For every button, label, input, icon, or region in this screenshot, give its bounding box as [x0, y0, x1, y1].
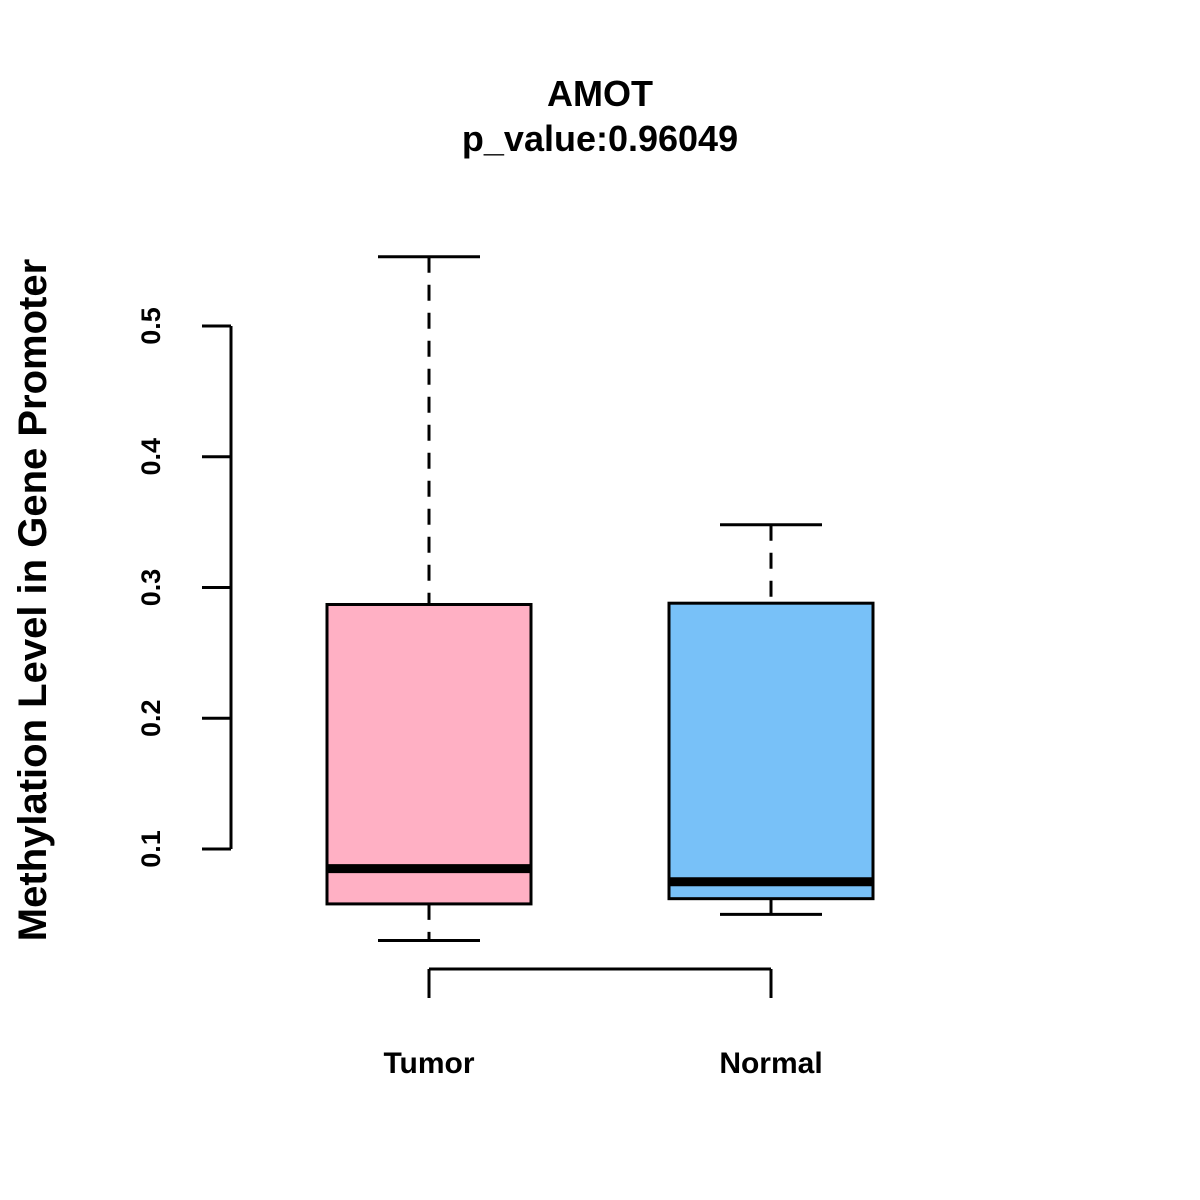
box-tumor [325, 255, 533, 943]
box-iqr [325, 602, 533, 906]
y-tick-label-1: 0.2 [136, 699, 166, 737]
y-tick-label-4: 0.5 [136, 307, 166, 345]
chart-title: AMOT [547, 73, 653, 114]
x-axis-category-labels: Tumor Normal [383, 1047, 822, 1080]
box-iqr [667, 601, 875, 901]
y-tick-label-0: 0.1 [136, 830, 166, 868]
y-tick-label-2: 0.3 [136, 569, 166, 607]
y-axis-label: Methylation Level in Gene Promoter [11, 259, 55, 941]
y-axis: 0.1 0.2 0.3 0.4 0.5 [136, 307, 233, 868]
x-label-normal: Normal [719, 1047, 822, 1080]
boxes-group [325, 255, 875, 943]
y-tick-label-3: 0.4 [136, 438, 166, 476]
x-label-tumor: Tumor [383, 1047, 474, 1080]
group-bracket [427, 967, 773, 998]
box-normal [667, 523, 875, 916]
chart-subtitle: p_value:0.96049 [462, 118, 738, 159]
